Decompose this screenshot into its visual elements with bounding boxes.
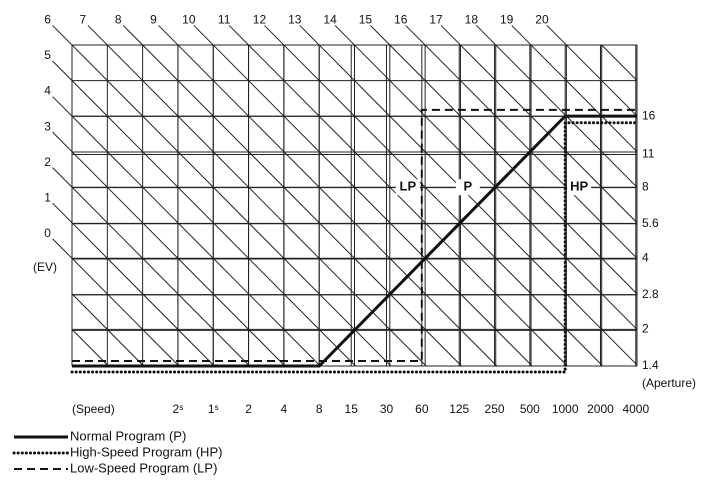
ev-line — [52, 131, 286, 367]
x-tick-label: 1000 — [552, 402, 579, 416]
label-background — [567, 179, 592, 196]
ev-tick-label: 18 — [465, 13, 479, 27]
ev-lines — [52, 25, 638, 367]
ev-tick-label: 20 — [535, 13, 549, 27]
ev-line — [52, 25, 392, 367]
x-tick-label: 15 — [345, 402, 359, 416]
ev-line — [601, 44, 638, 81]
ev-tick-label: 2 — [44, 155, 51, 169]
ev-line — [52, 60, 356, 367]
ev-tick-label: 8 — [115, 13, 122, 27]
x-tick-label: 250 — [485, 402, 505, 416]
ev-line — [511, 25, 638, 153]
ev-line — [405, 25, 638, 259]
y-tick-label: 2 — [642, 322, 649, 336]
program-line — [70, 121, 639, 374]
x-tick-label: 30 — [380, 402, 394, 416]
line-label: LP — [400, 179, 417, 194]
ev-tick-label: 19 — [500, 13, 514, 27]
ev-tick-label: 16 — [394, 13, 408, 27]
y-tick-label: 4 — [642, 250, 649, 264]
ev-line — [122, 25, 462, 367]
ev-line — [87, 25, 427, 367]
ev-tick-label: 9 — [150, 13, 157, 27]
x-tick-label: 4000 — [622, 402, 649, 416]
ev-tick-label: 0 — [44, 226, 51, 240]
ev-tick-label: 10 — [182, 13, 196, 27]
legend-label: Normal Program (P) — [70, 428, 186, 443]
legend-label: High-Speed Program (HP) — [70, 444, 222, 459]
ev-line — [52, 202, 215, 367]
y-axis-label: (Aperture) — [642, 376, 696, 390]
x-tick-label: 125 — [449, 402, 469, 416]
ev-tick-label: 12 — [253, 13, 267, 27]
y-tick-label: 1.4 — [642, 358, 659, 372]
x-tick-label: 1ˢ — [208, 402, 219, 416]
y-tick-label: 11 — [642, 147, 655, 161]
grid — [71, 44, 638, 367]
x-tick-label: 2ˢ — [173, 402, 184, 416]
x-tick-label: 2000 — [587, 402, 614, 416]
x-tick-label: 60 — [415, 402, 429, 416]
ev-tick-label: 11 — [218, 13, 231, 27]
ev-line — [158, 25, 498, 367]
y-tick-label: 8 — [642, 179, 649, 193]
x-tick-label: 4 — [281, 402, 288, 416]
y-tick-label: 5.6 — [642, 216, 659, 230]
x-tick-label: 500 — [520, 402, 540, 416]
ev-line — [440, 25, 638, 224]
ev-line — [52, 96, 321, 367]
ev-tick-label: 15 — [359, 13, 373, 27]
ev-tick-label: 13 — [288, 13, 302, 27]
program-line — [72, 114, 637, 368]
label-background — [455, 179, 480, 196]
ev-axis-label: (EV) — [33, 260, 57, 274]
ev-line — [264, 25, 604, 367]
y-tick-label: 2.8 — [642, 287, 659, 301]
plot: P HP LP — [70, 108, 639, 374]
x-tick-label: 2 — [245, 402, 252, 416]
ev-line — [546, 25, 638, 117]
y-tick-label: 16 — [642, 108, 656, 122]
ev-line — [71, 329, 109, 367]
ev-line — [370, 25, 638, 295]
ev-tick-label: 3 — [44, 119, 51, 133]
ev-line — [71, 293, 145, 367]
ev-tick-label: 4 — [44, 84, 51, 98]
legend-label: Low-Speed Program (LP) — [70, 460, 217, 475]
ev-line — [475, 25, 638, 188]
ev-tick-label: 1 — [44, 190, 51, 204]
ev-tick-label: 5 — [44, 48, 51, 62]
ev-line — [52, 238, 180, 367]
line-label: P — [464, 179, 473, 194]
x-tick-label: 8 — [316, 402, 323, 416]
ev-line — [193, 25, 533, 367]
program-line — [72, 108, 637, 362]
ev-tick-label: 14 — [323, 13, 337, 27]
x-axis-label: (Speed) — [72, 402, 115, 416]
ev-line — [228, 25, 568, 367]
line-label: HP — [570, 179, 588, 194]
ev-tick-label: 17 — [429, 13, 443, 27]
ev-line — [52, 167, 250, 367]
ev-tick-label: 7 — [80, 13, 87, 27]
ev-line — [334, 25, 638, 330]
ev-tick-label: 6 — [44, 13, 51, 27]
label-background — [395, 179, 420, 196]
